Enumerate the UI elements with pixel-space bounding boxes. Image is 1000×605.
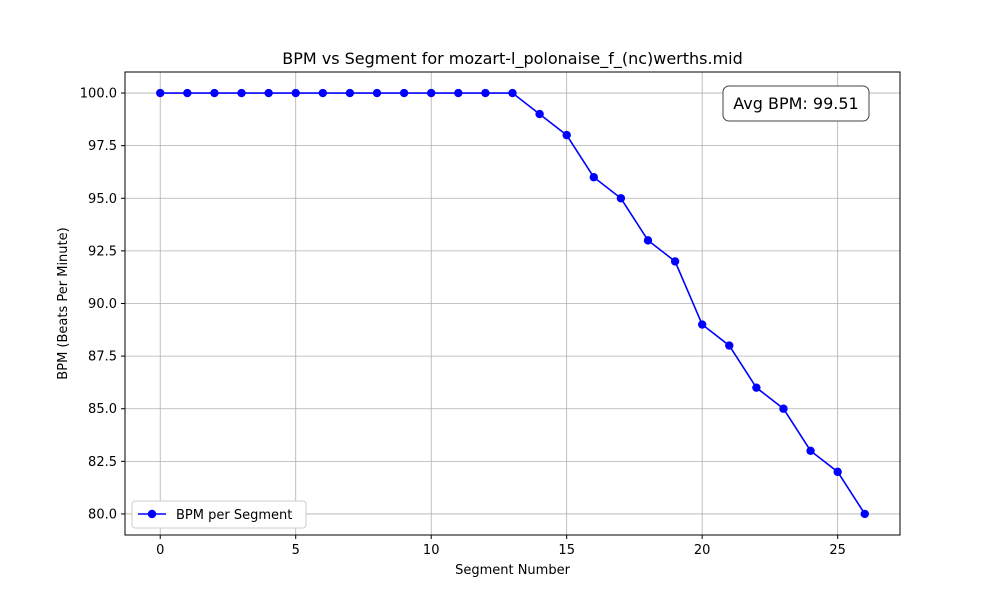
grid-lines — [125, 72, 900, 535]
data-point — [183, 88, 192, 98]
data-point — [210, 88, 219, 98]
x-tick-label: 0 — [156, 543, 164, 558]
legend: BPM per Segment — [131, 500, 307, 529]
legend-label: BPM per Segment — [176, 508, 292, 523]
data-point — [562, 130, 571, 140]
data-point — [237, 88, 246, 98]
data-point — [697, 320, 707, 329]
data-point — [427, 88, 436, 98]
axis-ticks: 0 5 10 15 20 25 80.0 82.5 85.0 87.5 90.0 92.5 95.0 97… — [80, 87, 846, 558]
data-point — [806, 446, 815, 456]
data-point — [725, 341, 734, 350]
data-point — [481, 88, 490, 98]
y-tick-label: 92.5 — [88, 244, 117, 259]
data-point — [156, 88, 165, 98]
x-axis-label: Segment Number — [455, 563, 571, 578]
legend-marker-swatch — [147, 509, 157, 519]
y-tick-label: 80.0 — [88, 507, 117, 522]
data-point — [643, 236, 653, 245]
x-tick-label: 25 — [829, 543, 846, 558]
series-group — [156, 88, 869, 519]
data-point — [616, 194, 626, 203]
data-point — [508, 88, 517, 98]
y-tick-label: 82.5 — [88, 455, 117, 470]
data-point — [833, 467, 842, 477]
data-point — [454, 88, 463, 98]
data-point — [291, 88, 300, 98]
data-point — [752, 383, 761, 392]
y-tick-label: 87.5 — [88, 350, 117, 365]
x-tick-label: 15 — [558, 543, 575, 558]
y-tick-label: 100.0 — [80, 87, 117, 102]
data-point — [372, 88, 382, 98]
data-point — [535, 109, 544, 119]
data-point — [670, 257, 680, 266]
annotation-box — [722, 85, 870, 122]
y-tick-label: 90.0 — [88, 297, 117, 312]
y-axis-label: BPM (Beats Per Minute) — [56, 227, 71, 379]
y-tick-label: 95.0 — [88, 192, 117, 207]
data-point — [589, 173, 598, 182]
data-point — [345, 88, 355, 98]
y-tick-label: 85.0 — [88, 402, 117, 417]
y-tick-label: 97.5 — [88, 139, 117, 154]
annotation-text: Avg BPM: 99.51 — [733, 94, 858, 113]
x-tick-label: 10 — [423, 543, 440, 558]
legend-box — [131, 500, 307, 529]
x-tick-label: 20 — [694, 543, 711, 558]
chart-title: BPM vs Segment for mozart-l_polonaise_f_… — [282, 49, 743, 69]
data-point — [399, 88, 409, 98]
data-point — [318, 88, 328, 98]
data-point — [779, 404, 788, 413]
data-point — [860, 509, 869, 519]
avg-bpm-annotation: Avg BPM: 99.51 — [722, 85, 870, 122]
x-tick-label: 5 — [292, 543, 300, 558]
data-point — [264, 88, 273, 98]
